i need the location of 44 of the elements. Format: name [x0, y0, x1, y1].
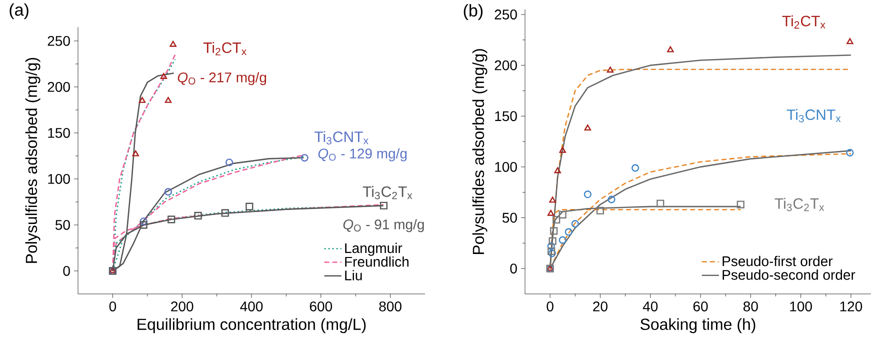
y-tick-label: 200 — [494, 60, 517, 70]
x-tick-label: 200 — [171, 301, 194, 312]
series-label: Ti$_{3}$C$_{2}$T$_{x}$ — [362, 186, 412, 200]
x-tick-label: 80 — [743, 301, 758, 312]
y-tick-label: 250 — [48, 36, 70, 46]
annotation: Q$_{O}$ - 91 mg/g — [343, 218, 424, 232]
x-axis-title: Equilibrium concentration (mg/L) — [138, 318, 366, 334]
x-tick-label: 0 — [546, 301, 554, 312]
y-tick-label: 200 — [48, 82, 70, 92]
annotation: Q$_{O}$ - 129 mg/g — [318, 148, 407, 162]
x-tick-label: 800 — [379, 301, 402, 312]
x-tick-label: 40 — [642, 301, 658, 312]
series-label: Ti$_{2}$CT$_{x}$ — [203, 42, 246, 56]
x-tick-label: 20 — [593, 301, 608, 312]
y-tick-label: 150 — [48, 128, 70, 138]
y-tick-label: 50 — [55, 220, 70, 230]
series-label: Ti$_{3}$CNT$_{x}$ — [314, 130, 368, 144]
y-axis-title: Polysulfides adsorbed (mg/g) — [25, 58, 40, 263]
y-tick-label: 100 — [48, 174, 70, 184]
y-axis-title: Polysulfides adsorbed (mg/g) — [472, 49, 488, 254]
x-tick-label: 600 — [310, 301, 332, 312]
legend-label: Pseudo-second order — [722, 269, 856, 280]
legend-label: Langmuir — [345, 242, 402, 256]
legend-label: Pseudo-first order — [722, 256, 833, 266]
x-axis-title: Soaking time (h) — [640, 318, 756, 334]
series-label: Ti$_{3}$CNT$_{x}$ — [786, 108, 841, 122]
x-tick-label: 60 — [693, 301, 708, 312]
chart-title: (a) — [10, 3, 28, 20]
y-tick-label: 0 — [63, 266, 70, 276]
legend-label: Freundlich — [345, 256, 408, 267]
y-tick-label: 50 — [502, 212, 517, 223]
y-tick-label: 150 — [495, 111, 517, 121]
x-tick-label: 400 — [240, 301, 263, 312]
x-tick-label: 0 — [109, 301, 116, 312]
chart-title: (b) — [464, 4, 483, 20]
x-tick-label: 100 — [790, 301, 812, 312]
x-tick-label: 120 — [840, 301, 862, 312]
legend-label: Liu — [345, 270, 362, 280]
y-tick-label: 0 — [510, 263, 517, 274]
y-tick-label: 100 — [495, 162, 517, 172]
annotation: Q$_{O}$ - 217 mg/g — [178, 72, 266, 86]
series-label: Ti$_{2}$CT$_{x}$ — [782, 15, 826, 28]
y-tick-label: 250 — [494, 9, 517, 20]
text: Ti$_{3}$C$_{2}$T$_{x}$ — [774, 198, 824, 212]
